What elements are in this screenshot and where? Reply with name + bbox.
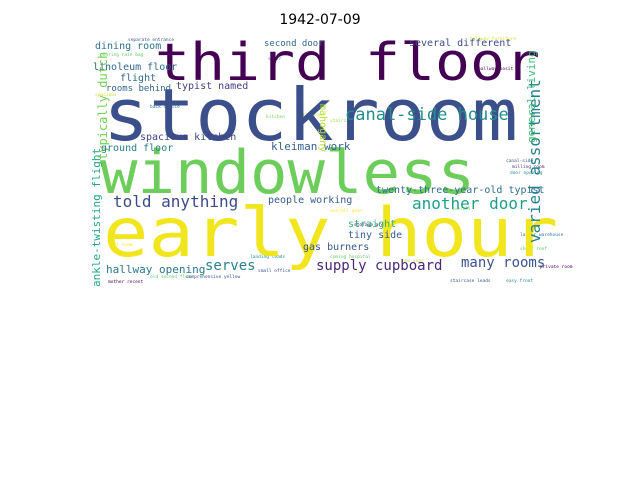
word-hallway-opening: hallway opening <box>106 263 205 276</box>
word-twenty-three-year-old-typist: twenty-three-year-old typist <box>376 185 545 196</box>
svg-text:staircase leads: staircase leads <box>450 278 491 284</box>
word-people-working: people working <box>268 195 352 206</box>
svg-text:separate entrance: separate entrance <box>128 37 174 43</box>
word-rooms-behind: rooms behind <box>106 84 171 94</box>
svg-text:easy front: easy front <box>506 278 533 284</box>
svg-text:comprehensive yellow: comprehensive yellow <box>186 274 240 280</box>
word-supply-cupboard: supply cupboard <box>316 258 442 274</box>
svg-text:spacious: spacious <box>95 92 117 98</box>
word-stockroom: stockroom <box>103 73 518 157</box>
word-typically-dutch: typically dutch <box>96 52 110 160</box>
word-gas-burners: gas burners <box>303 242 369 253</box>
svg-text:canal-side: canal-side <box>506 158 533 164</box>
word-spacious-kitchen: spacious kitchen <box>140 132 236 143</box>
word-linoleum-floor: linoleum floor <box>93 62 177 73</box>
word-early-hour: early hour <box>103 194 558 273</box>
svg-text:storage area: storage area <box>354 222 387 228</box>
svg-text:private room: private room <box>540 264 573 270</box>
svg-text:pouring rain bag: pouring rain bag <box>100 52 144 58</box>
svg-text:small office: small office <box>258 268 291 274</box>
svg-text:overall gear: overall gear <box>330 208 363 214</box>
svg-text:hallway furniture: hallway furniture <box>470 36 516 42</box>
chart-title: 1942-07-09 <box>279 12 361 28</box>
svg-text:overall: overall <box>452 206 471 212</box>
svg-text:left room: left room <box>108 242 133 248</box>
svg-text:friction: friction <box>300 112 322 118</box>
svg-text:door opening: door opening <box>510 170 543 176</box>
word-canal-side-house: canal-side house <box>345 105 509 125</box>
svg-text:mother recent: mother recent <box>108 279 144 285</box>
svg-text:stair: stair <box>268 56 282 62</box>
word-tiny-side: tiny side <box>348 230 402 241</box>
svg-text:kitchen: kitchen <box>266 114 285 120</box>
word-typist-named: typist named <box>176 81 248 92</box>
word-dining-room: dining room <box>95 41 161 52</box>
word-ankle-twisting-flight: ankle-twisting flight <box>90 148 103 287</box>
word-many-rooms: many rooms <box>461 255 545 271</box>
svg-text:larger warehouse: larger warehouse <box>520 232 564 238</box>
svg-text:old second floor: old second floor <box>150 274 194 280</box>
svg-text:landing leads: landing leads <box>250 254 286 260</box>
word-several-different: several different <box>409 38 511 49</box>
word-serves: serves <box>205 258 256 274</box>
word-varied-assortment: varied assortment <box>525 79 544 243</box>
word-straight: straight <box>348 219 396 230</box>
word-another-door: another door <box>412 194 528 213</box>
word-second-door: second door <box>264 39 324 49</box>
word-ground-floor: ground floor <box>101 143 173 154</box>
word-third-floor: third floor <box>155 33 540 93</box>
svg-text:coming hospital: coming hospital <box>330 254 371 260</box>
word-flight: flight <box>120 73 156 84</box>
word-told-anything: told anything <box>113 192 238 211</box>
svg-text:hallway posit: hallway posit <box>478 66 514 72</box>
svg-text:back office: back office <box>150 104 180 110</box>
svg-text:short roof: short roof <box>520 246 547 252</box>
filler-words: separate entrance pouring rain bag spaci… <box>95 36 573 285</box>
svg-text:new year: new year <box>402 259 424 264</box>
cloud-canvas <box>80 30 560 288</box>
word-windowless: windowless <box>100 138 475 208</box>
svg-text:staircase: staircase <box>330 118 355 124</box>
word-kleiman-work: kleiman work <box>271 140 351 153</box>
word-general-living: general living <box>525 50 538 143</box>
svg-text:milling room: milling room <box>512 164 545 170</box>
word-mahogany: mahogany <box>317 104 328 152</box>
